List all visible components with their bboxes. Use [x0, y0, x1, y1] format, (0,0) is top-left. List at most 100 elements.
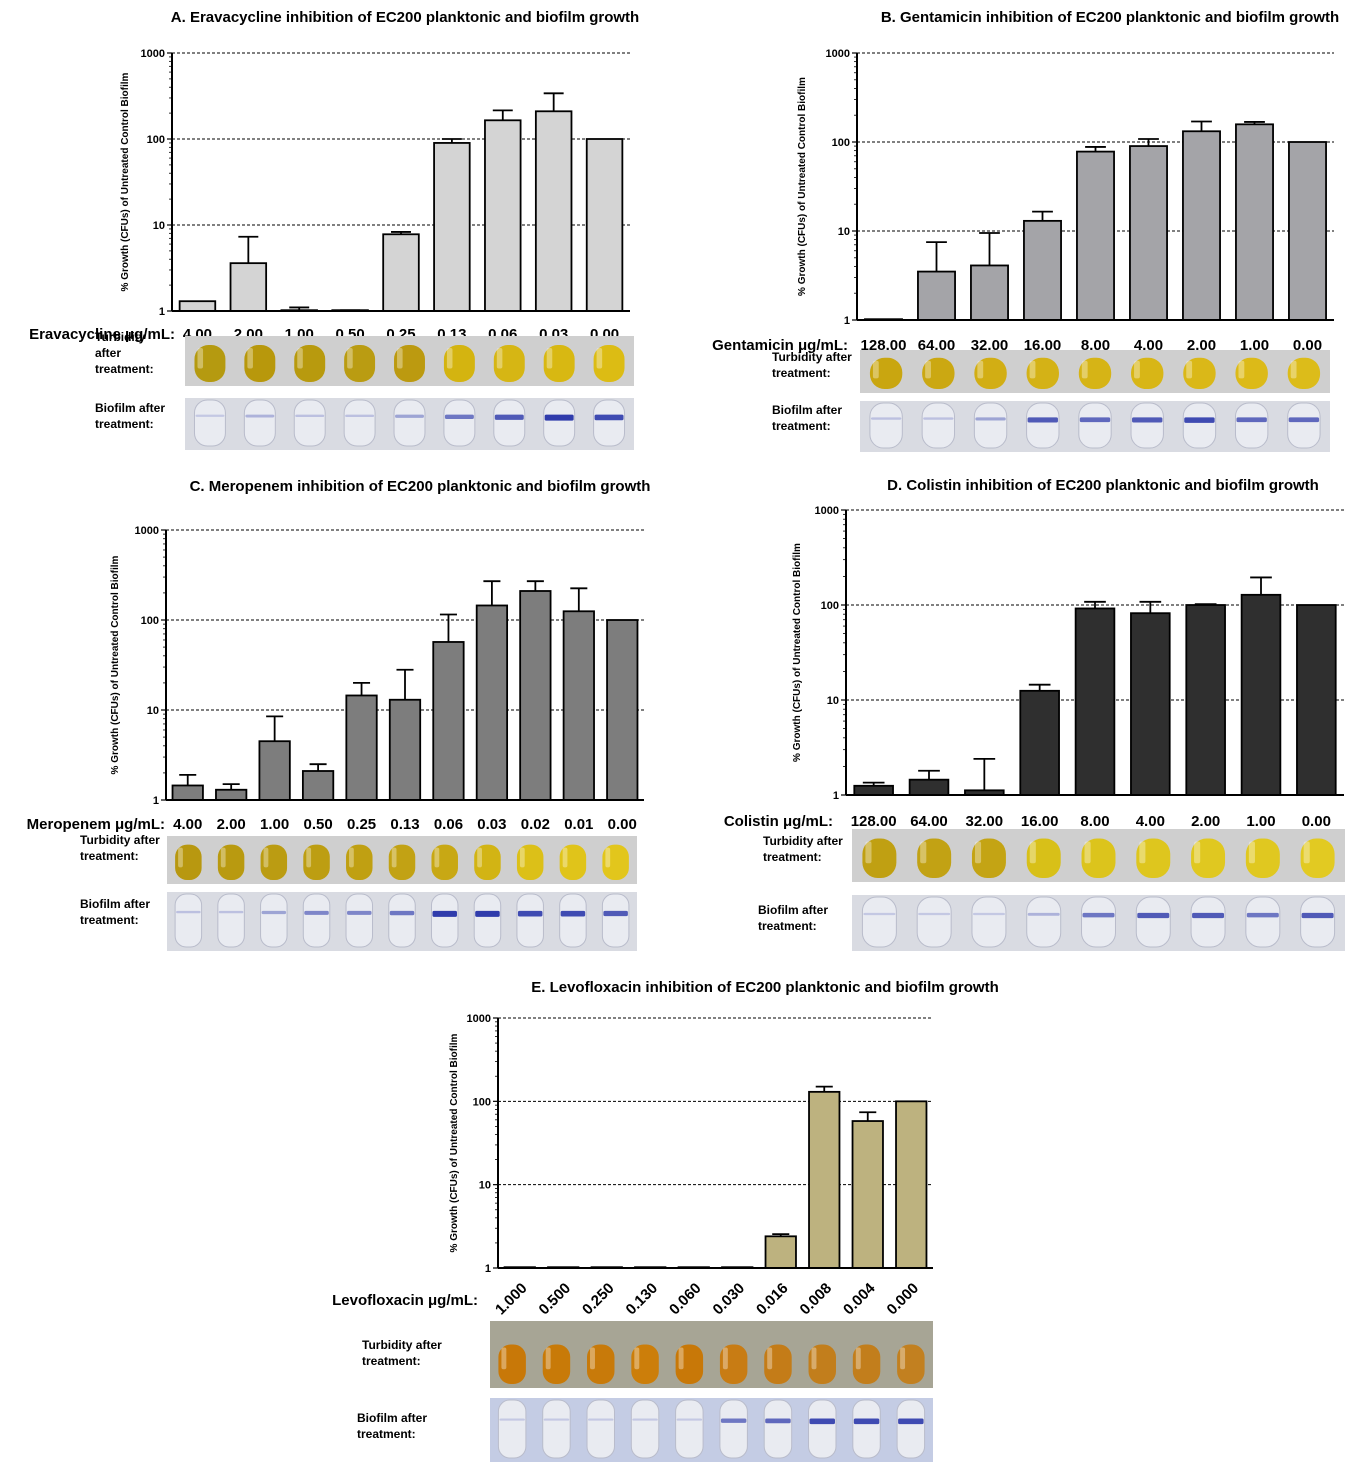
x-tick-label: 1.00: [1240, 337, 1269, 354]
biofilm-tube: [559, 893, 587, 948]
bar: [484, 119, 522, 312]
biofilm-ring: [870, 417, 902, 420]
biofilm-tube: [586, 1399, 615, 1459]
tube-highlight: [545, 1347, 551, 1370]
tube-highlight: [220, 847, 226, 868]
tube-highlight: [434, 847, 440, 868]
y-tick-label: 10: [838, 226, 850, 238]
bar: [345, 694, 378, 801]
bar: [606, 619, 639, 801]
tube-highlight: [197, 348, 204, 369]
bar: [215, 788, 248, 801]
biofilm-ring: [853, 1418, 880, 1425]
tube-highlight: [477, 847, 482, 868]
bar: [895, 1100, 928, 1269]
turbidity-tube: [493, 345, 525, 382]
panel-title: B. Gentamicin inhibition of EC200 plankt…: [881, 9, 1339, 26]
biofilm-tube: [542, 1399, 571, 1459]
biofilm-ring: [588, 1418, 614, 1421]
bar: [562, 610, 595, 801]
y-tick-label: 1: [833, 790, 839, 802]
biofilm-ring: [517, 910, 543, 917]
panel-b: B. Gentamicin inhibition of EC200 plankt…: [712, 9, 1339, 452]
x-tick-label: 4.00: [173, 816, 202, 833]
tube-highlight: [590, 1347, 595, 1370]
biofilm-ring: [432, 910, 457, 917]
biofilm-row-label: treatment:: [772, 419, 831, 433]
y-axis-label: % Growth (CFUs) of Untreated Control Bio…: [797, 77, 808, 296]
turbidity-tube: [869, 357, 903, 389]
biofilm-tube: [430, 893, 459, 948]
concentration-label: Gentamicin μg/mL:: [712, 337, 848, 354]
turbidity-tube: [587, 1344, 615, 1384]
tube-highlight: [855, 1347, 861, 1370]
x-tick-label: 4.00: [1134, 337, 1163, 354]
bar: [970, 264, 1009, 321]
bar: [585, 138, 624, 312]
y-tick-label: 1000: [815, 505, 839, 517]
bar: [908, 778, 950, 796]
biofilm-tube: [1026, 402, 1060, 449]
biofilm-row-label: treatment:: [95, 417, 154, 431]
tube-highlight: [865, 841, 872, 864]
y-tick-label: 1: [844, 315, 850, 327]
biofilm-ring: [560, 910, 586, 917]
biofilm-ring: [1184, 417, 1215, 423]
tube-highlight: [634, 1347, 640, 1370]
bar: [851, 1120, 884, 1269]
biofilm-ring: [1192, 912, 1225, 919]
biofilm-ring: [863, 912, 896, 916]
bar: [475, 604, 509, 801]
bar: [1235, 123, 1274, 321]
turbidity-tube: [1081, 838, 1116, 878]
biofilm-ring: [1079, 417, 1111, 423]
tube-highlight: [562, 847, 568, 868]
y-tick-label: 100: [473, 1096, 491, 1108]
x-tick-label: 0.06: [434, 816, 463, 833]
biofilm-tube: [243, 399, 276, 447]
biofilm-row-label: treatment:: [758, 919, 817, 933]
tube-highlight: [349, 847, 354, 868]
biofilm-ring: [898, 1418, 924, 1425]
tube-highlight: [605, 847, 611, 868]
turbidity-tube: [346, 844, 373, 880]
biofilm-tube: [393, 399, 426, 447]
tube-highlight: [767, 1347, 773, 1370]
turbidity-tube: [1287, 357, 1321, 389]
biofilm-ring: [1027, 417, 1058, 423]
x-tick-label: 2.00: [1191, 813, 1220, 830]
turbidity-tube: [260, 844, 288, 880]
biofilm-ring: [676, 1418, 703, 1421]
biofilm-tube: [1026, 896, 1062, 948]
biofilm-tube: [869, 402, 903, 449]
y-tick-label: 100: [832, 137, 850, 149]
x-tick-label: 0.03: [477, 816, 506, 833]
biofilm-tube: [1190, 896, 1226, 948]
turbidity-tube: [394, 345, 425, 382]
tube-highlight: [496, 348, 503, 369]
turbidity-tube: [443, 345, 475, 382]
turbidity-tube: [1245, 838, 1280, 878]
tube-highlight: [519, 847, 525, 868]
x-tick-label: 0.00: [1293, 337, 1322, 354]
x-tick-label: 1.000: [492, 1280, 531, 1319]
bar: [433, 142, 471, 312]
biofilm-tube: [516, 893, 544, 948]
turbidity-row-label: Turbidity after: [772, 350, 852, 364]
biofilm-tube: [345, 893, 374, 948]
x-tick-label: 0.250: [579, 1280, 618, 1319]
turbidity-tube: [593, 345, 625, 382]
x-tick-label: 32.00: [971, 337, 1009, 354]
y-tick-label: 1: [485, 1263, 491, 1275]
biofilm-ring: [499, 1418, 525, 1421]
turbidity-tube: [542, 1344, 571, 1384]
turbidity-tube: [344, 345, 376, 382]
turbidity-tube: [974, 357, 1007, 389]
y-tick-label: 100: [821, 600, 839, 612]
tube-highlight: [446, 348, 453, 369]
turbidity-row-label: treatment:: [95, 362, 154, 376]
panel-e: E. Levofloxacin inhibition of EC200 plan…: [332, 979, 999, 1462]
biofilm-tube: [601, 893, 630, 948]
y-axis-label: % Growth (CFUs) of Untreated Control Bio…: [449, 1033, 460, 1252]
